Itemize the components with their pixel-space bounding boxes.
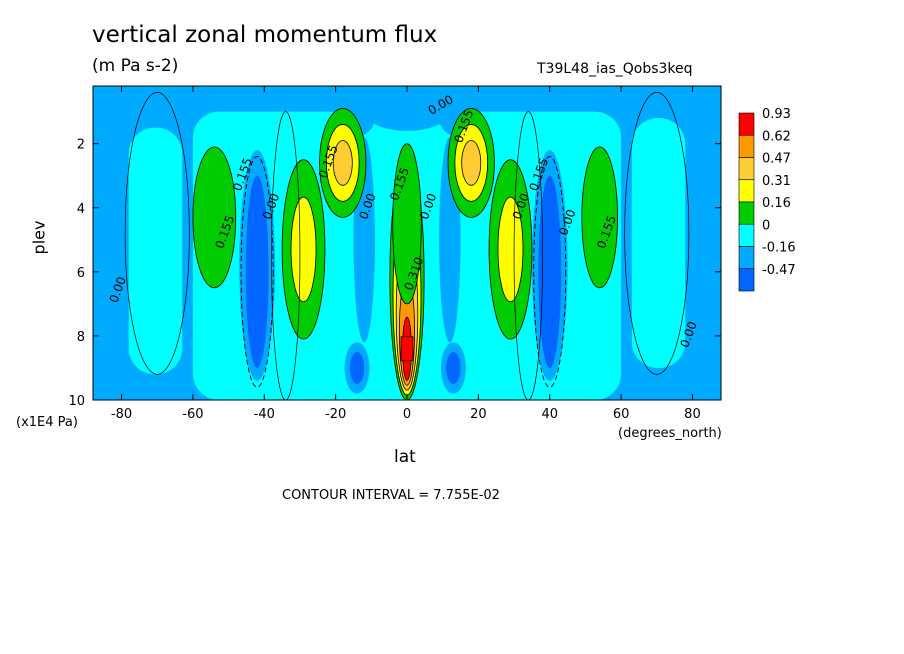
legend-label: 0.62: [762, 129, 791, 144]
y-tick-label: 8: [77, 330, 85, 345]
zero-band-region: [128, 127, 183, 375]
legend-label: 0: [762, 218, 770, 233]
x-tick-label: -40: [254, 407, 275, 422]
chart-title: vertical zonal momentum flux: [92, 22, 438, 48]
y-axis-ticks: 2 4 6 8 10: [68, 138, 721, 409]
legend-label: 0.31: [762, 174, 791, 189]
zero-band-region: [631, 118, 686, 368]
legend-swatch: [738, 246, 755, 270]
strong-negative-region: [446, 351, 461, 384]
x-tick-label: 80: [684, 407, 701, 422]
positive-region: [332, 140, 353, 186]
legend-label: 0.93: [762, 107, 791, 122]
legend-swatch: [738, 157, 755, 181]
strong-negative-region: [349, 351, 365, 384]
legend-swatch: [738, 201, 755, 225]
negative-contour-line: [533, 156, 567, 388]
legend-swatch: [738, 112, 755, 136]
negative-region: [93, 348, 126, 400]
x-tick-label: 60: [613, 407, 630, 422]
negative-region: [688, 329, 721, 400]
negative-contour-line: [240, 156, 274, 388]
legend-swatch: [738, 179, 755, 203]
positive-region: [192, 146, 237, 289]
color-legend: 0.93 0.62 0.47 0.31 0.16 0 -0.16 -0.47: [738, 107, 796, 292]
run-label: T39L48_ias_Qobs3keq: [537, 61, 693, 77]
positive-region: [497, 196, 524, 303]
x-tick-label: 0: [403, 407, 411, 422]
x-tick-label: -80: [111, 407, 132, 422]
x-axis-units: (degrees_north): [618, 426, 722, 441]
positive-region: [461, 140, 482, 186]
contour-line: [513, 111, 543, 400]
legend-label: 0.47: [762, 152, 791, 167]
x-tick-label: -60: [182, 407, 203, 422]
y-axis-units: (x1E4 Pa): [16, 415, 78, 430]
legend-swatch: [738, 223, 755, 247]
contour-line: [124, 92, 190, 375]
x-axis-ticks: -80 -60 -40 -20 0 20 40 60 80: [111, 86, 701, 422]
contour-interval-note: CONTOUR INTERVAL = 7.755E-02: [282, 488, 500, 503]
chart-subtitle: (m Pa s-2): [92, 56, 179, 76]
x-axis-label: lat: [394, 447, 416, 467]
y-tick-label: 10: [68, 394, 85, 409]
contour-field: [93, 86, 721, 400]
positive-region: [290, 196, 317, 303]
legend-label: 0.16: [762, 196, 791, 211]
positive-region: [392, 143, 422, 305]
legend-label: -0.16: [762, 241, 796, 256]
contour-line: [624, 92, 690, 375]
y-tick-label: 2: [77, 138, 85, 153]
contour-line: [271, 111, 301, 400]
y-tick-label: 4: [77, 202, 85, 217]
strong-negative-region: [538, 175, 562, 368]
x-tick-label: 40: [541, 407, 558, 422]
negative-region: [364, 92, 450, 131]
legend-swatch: [738, 268, 755, 292]
y-tick-label: 6: [77, 266, 85, 281]
legend-label: -0.47: [762, 263, 796, 278]
x-tick-label: 20: [470, 407, 487, 422]
x-tick-label: -20: [325, 407, 346, 422]
strong-negative-region: [245, 175, 269, 368]
max-region: [400, 336, 414, 362]
positive-region: [581, 146, 618, 289]
legend-swatch: [738, 134, 755, 158]
